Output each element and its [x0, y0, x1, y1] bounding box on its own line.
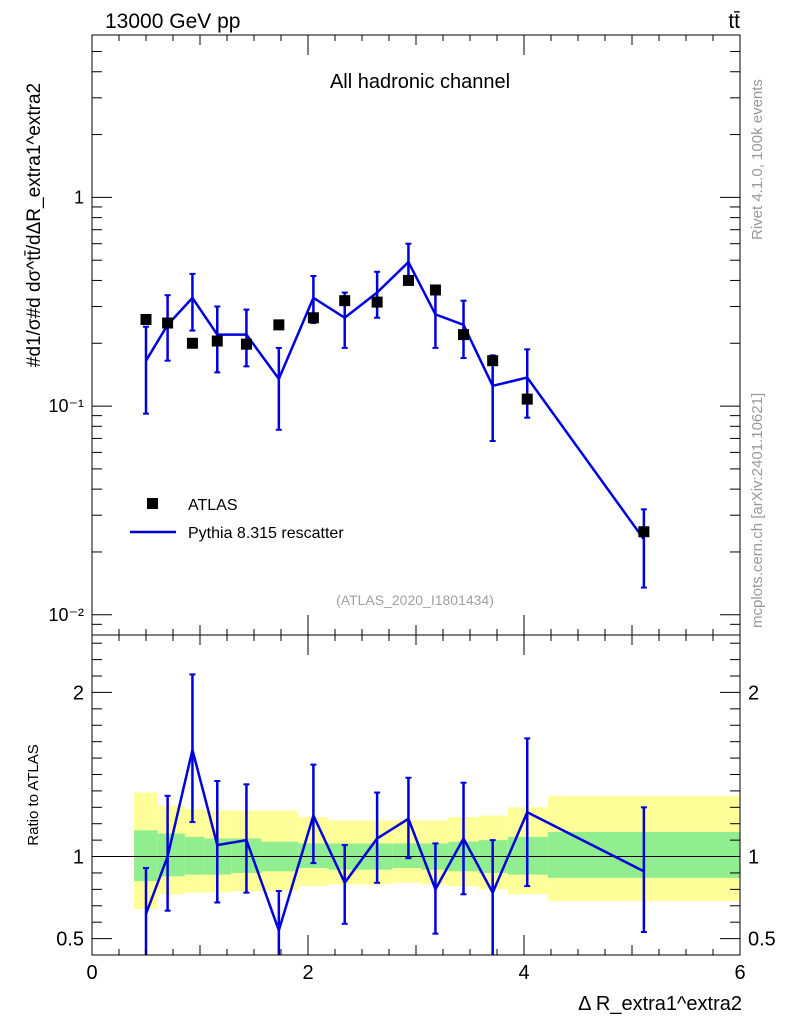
main-marks	[140, 242, 650, 589]
main-title: All hadronic channel	[330, 71, 510, 93]
ratio-ticks: 2 21 10.5 0.50 2 4 6	[56, 635, 776, 984]
legend: ATLAS Pythia 8.315 rescatter	[130, 497, 344, 542]
ratio-y-tick-label: 0.5	[56, 929, 84, 951]
ratio-band-inner	[184, 836, 205, 875]
atlas-data-point	[240, 338, 252, 350]
atlas-data-point	[273, 319, 285, 331]
atlas-data-point	[638, 526, 650, 538]
ratio-line	[144, 749, 645, 935]
analysis-watermark: (ATLAS_2020_I1801434)	[336, 592, 494, 608]
ratio-marks	[92, 673, 740, 955]
rivet-label: Rivet 4.1.0, 100k events	[749, 79, 766, 240]
ratio-x-tick-label: 0	[86, 962, 97, 984]
atlas-data-point	[429, 284, 441, 296]
atlas-data-point	[521, 393, 533, 405]
ratio-x-tick-label: 4	[518, 962, 529, 984]
atlas-data-point	[186, 337, 198, 349]
legend-mc-label: Pythia 8.315 rescatter	[188, 525, 344, 542]
ratio-y-tick-label-right: 2	[748, 682, 759, 704]
atlas-data-point	[339, 295, 351, 307]
atlas-data-point	[402, 274, 414, 286]
legend-atlas-marker	[147, 498, 158, 509]
ratio-y-tick-label-right: 1	[748, 847, 759, 869]
atlas-data-point	[458, 329, 470, 341]
main-ylabel: #d1/σ#d dσ^tt̄/dΔR_extra1^extra2	[24, 83, 45, 367]
ratio-xlabel: Δ R_extra1^extra2	[578, 993, 742, 1015]
ratio-y-tick-label: 2	[73, 682, 84, 704]
ratio-x-tick-label: 2	[302, 962, 313, 984]
ratio-y-tick-label-right: 0.5	[748, 929, 776, 951]
main-ticks: 1 10⁻¹ 10⁻²	[48, 34, 741, 636]
legend-atlas-label: ATLAS	[188, 497, 238, 514]
ratio-panel: 2 21 10.5 0.50 2 4 6 Ratio to ATLAS Δ R_extra1…	[25, 634, 776, 1015]
main-ylabel-text: #d1/σ#d dσ^tt̄/dΔR_extra1^extra2	[24, 83, 45, 367]
atlas-data-point	[140, 313, 152, 325]
atlas-data-point	[307, 312, 319, 324]
atlas-data-point	[162, 317, 174, 329]
main-y-tick-label: 10⁻¹	[48, 396, 84, 416]
ratio-band-inner	[134, 830, 158, 882]
ratio-y-tick-label: 1	[73, 847, 84, 869]
process-label: tt̄	[728, 10, 740, 33]
ratio-band-inner	[392, 843, 422, 869]
atlas-data-point	[487, 355, 499, 367]
main-y-tick-label: 10⁻²	[48, 605, 84, 625]
mc-line	[144, 259, 645, 541]
mcplots-label: mcplots.cern.ch [arXiv:2401.10621]	[749, 393, 766, 628]
ratio-ylabel: Ratio to ATLAS	[25, 744, 42, 845]
energy-label: 13000 GeV pp	[105, 10, 240, 33]
atlas-data-point	[371, 296, 383, 308]
main-y-tick-label: 1	[74, 187, 84, 207]
main-panel: 1 10⁻¹ 10⁻² All hadronic channel (ATLAS_20…	[24, 34, 741, 636]
atlas-data-point	[211, 335, 223, 347]
ratio-x-tick-label: 6	[734, 962, 745, 984]
